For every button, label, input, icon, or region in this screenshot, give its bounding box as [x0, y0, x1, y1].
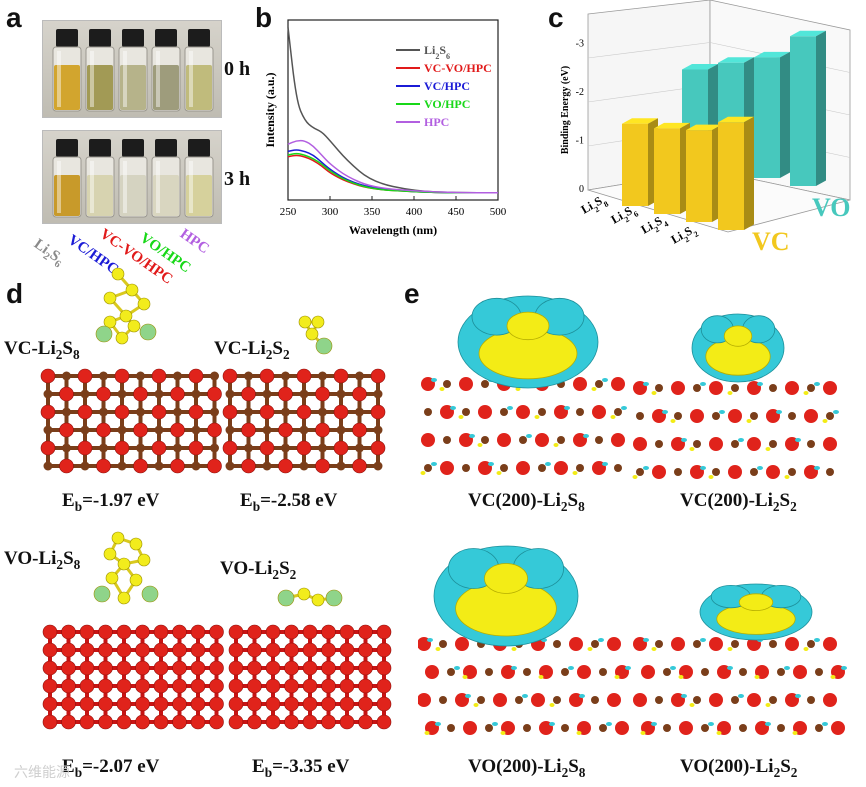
cdd-label-vo-li2s2: VO(200)-Li2S2 — [680, 756, 798, 780]
uv-ylabel: Intensity (a.u.) — [263, 72, 277, 147]
molecule-vc-li2s8 — [95, 267, 157, 345]
uv-line-vo-hpc — [287, 152, 498, 194]
series-label-vc: VC — [752, 227, 790, 256]
charge-density-difference — [418, 295, 847, 735]
bar-vc-2 — [654, 122, 690, 214]
time-label-3h: 3 h — [224, 168, 251, 190]
vial-bottom-1 — [52, 139, 82, 218]
bar3d-ytick-label: -2 — [576, 87, 584, 98]
cdd-label-vc-li2s2: VC(200)-Li2S2 — [680, 490, 797, 514]
cdd-isosurface-vc-li2s8 — [457, 295, 599, 389]
uv-legend-label: HPC — [424, 115, 449, 129]
cdd-isosurface-vo-li2s2 — [699, 583, 813, 641]
uv-xtick-label: 300 — [322, 206, 339, 218]
vial-top-5 — [184, 29, 214, 112]
cdd-lattice-vc-li2s2 — [632, 381, 839, 479]
bar3d-ytick-label: -3 — [576, 38, 584, 49]
uv-line-li2s6 — [287, 27, 498, 194]
uv-xtick-label: 450 — [448, 206, 465, 218]
bar-vc-3 — [686, 124, 722, 222]
bar-vc-4 — [718, 116, 754, 230]
uv-legend-label: VC-VO/HPC — [424, 61, 492, 75]
energy-vc-li2s8: Eb=-1.97 eV — [62, 490, 160, 514]
molecule-vo-li2s8 — [93, 531, 159, 605]
vial-top-2 — [85, 29, 115, 112]
bar-vo-4 — [790, 30, 826, 186]
bar3d-ytick-label: -1 — [576, 135, 584, 146]
bar3d-category-label: Li2S2 — [669, 221, 700, 249]
bar3d-category-label: Li2S8 — [579, 191, 610, 219]
cdd-label-vc-li2s8: VC(200)-Li2S8 — [468, 490, 585, 514]
vial-bottom-5 — [184, 139, 214, 218]
vials-0h — [52, 29, 214, 112]
panel-d-letter: d — [6, 278, 24, 309]
bar-vo-3 — [754, 51, 790, 178]
slab-vc-li2s8 — [40, 368, 222, 474]
cdd-lattice-vc-li2s8 — [420, 377, 627, 475]
uv-vis-chart: 250 300 350 400 450 500 Wavelength (nm) Intensi… — [263, 19, 507, 237]
vials-3h — [52, 139, 214, 218]
vial-top-4 — [151, 29, 181, 112]
vial-photo-0h — [42, 20, 222, 118]
uv-plot-frame — [287, 19, 499, 201]
energy-vo-li2s8: Eb=-2.07 eV — [62, 756, 160, 780]
vial-top-3 — [118, 29, 148, 112]
system-label-vc-li2s8: VC-Li2S8 — [4, 338, 80, 362]
panel-e-letter: e — [404, 278, 420, 309]
system-label-vo-li2s8: VO-Li2S8 — [4, 548, 81, 572]
uv-xtick-label: 500 — [490, 206, 507, 218]
molecule-vo-li2s2 — [277, 587, 343, 607]
uv-xtick-label: 350 — [364, 206, 381, 218]
panel-b-letter: b — [255, 2, 273, 33]
slab-vo-li2s8 — [42, 624, 224, 730]
system-label-vo-li2s2: VO-Li2S2 — [220, 558, 297, 582]
bar-vc-1 — [622, 118, 658, 206]
energy-vc-li2s2: Eb=-2.58 eV — [240, 490, 338, 514]
vial-photo-3h — [42, 130, 222, 224]
cdd-lattice-vo-li2s8 — [418, 637, 631, 735]
slab-vo-li2s2 — [228, 624, 392, 730]
vial-bottom-3 — [118, 139, 148, 218]
vial-bottom-4 — [151, 139, 181, 218]
watermark: 六维能源 — [14, 765, 70, 781]
cdd-isosurface-vo-li2s8 — [433, 545, 579, 647]
bar3d-ylabel: Binding Energy (eV) — [560, 66, 571, 154]
uv-legend-label: Li2S6 — [424, 43, 450, 61]
time-label-0h: 0 h — [224, 58, 251, 80]
cdd-label-vo-li2s8: VO(200)-Li2S8 — [468, 756, 586, 780]
cdd-isosurface-vc-li2s2 — [691, 313, 785, 383]
panel-a-letter: a — [6, 2, 22, 33]
vial-bottom-2 — [85, 139, 115, 218]
uv-line-hpc — [287, 139, 498, 194]
cdd-lattice-vo-li2s2 — [633, 637, 847, 735]
slab-vc-li2s2 — [222, 368, 386, 474]
uv-legend-label: VC/HPC — [424, 79, 470, 93]
bar3d-ytick-label: 0 — [579, 184, 584, 195]
uv-xlabel: Wavelength (nm) — [349, 223, 437, 237]
vial-label-hpc: HPC — [176, 226, 212, 258]
uv-legend-label: VO/HPC — [424, 97, 470, 111]
system-label-vc-li2s2: VC-Li2S2 — [214, 338, 290, 362]
molecule-vc-li2s2 — [298, 315, 333, 355]
bar3d-category-label: Li2S4 — [639, 211, 670, 239]
uv-xtick-label: 400 — [406, 206, 423, 218]
series-label-vo: VO — [812, 193, 850, 222]
bar3d-grid — [587, 42, 711, 59]
vial-top-1 — [52, 29, 82, 112]
energy-vo-li2s2: Eb=-3.35 eV — [252, 756, 350, 780]
uv-xtick-label: 250 — [280, 206, 297, 218]
adsorption-structures — [40, 267, 392, 730]
panel-c-letter: c — [548, 2, 564, 33]
